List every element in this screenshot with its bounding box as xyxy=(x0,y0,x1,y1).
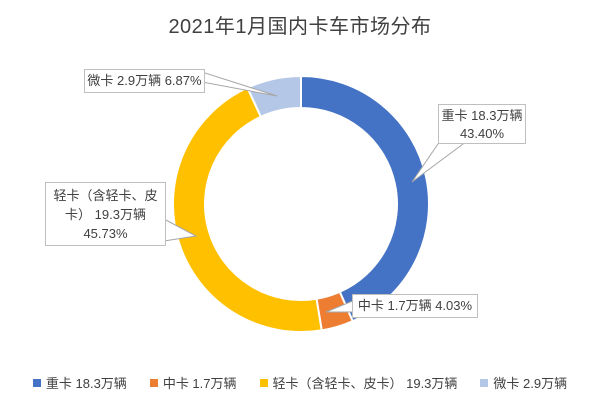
legend-swatch-heavy-truck xyxy=(32,378,41,387)
data-label-light-truck-line2: 卡） 19.3万辆 xyxy=(65,207,146,222)
legend-label-micro-truck: 微卡 2.9万辆 xyxy=(493,376,568,391)
chart-legend: 重卡 18.3万辆 中卡 1.7万辆 轻卡（含轻卡、皮卡） 19.3万辆 微卡 2.9… xyxy=(0,373,600,392)
legend-item-light-truck: 轻卡（含轻卡、皮卡） 19.3万辆 xyxy=(259,373,458,392)
chart-title: 2021年1月国内卡车市场分布 xyxy=(168,16,432,38)
legend-label-light-truck: 轻卡（含轻卡、皮卡） 19.3万辆 xyxy=(272,376,458,391)
data-label-heavy-truck-line1: 重卡 18.3万辆 xyxy=(441,108,523,123)
data-label-light-truck: 轻卡（含轻卡、皮 卡） 19.3万辆 45.73% xyxy=(45,182,166,246)
legend-item-micro-truck: 微卡 2.9万辆 xyxy=(480,373,567,392)
data-label-light-truck-line1: 轻卡（含轻卡、皮 xyxy=(53,188,158,203)
legend-label-medium-truck: 中卡 1.7万辆 xyxy=(162,376,237,391)
data-label-heavy-truck-line2: 43.40% xyxy=(459,126,505,141)
donut-slice-heavy-truck xyxy=(300,75,431,323)
legend-item-medium-truck: 中卡 1.7万辆 xyxy=(149,373,237,392)
data-label-medium-truck: 中卡 1.7万辆 4.03% xyxy=(352,294,478,318)
donut-slice-light-truck xyxy=(171,86,323,333)
legend-swatch-micro-truck xyxy=(480,378,489,387)
data-label-light-truck-line3: 45.73% xyxy=(83,226,128,241)
legend-swatch-light-truck xyxy=(259,378,268,387)
data-label-micro-truck: 微卡 2.9万辆 6.87% xyxy=(84,69,205,93)
donut-slices xyxy=(171,75,431,333)
legend-swatch-medium-truck xyxy=(149,378,158,387)
donut-slice-micro-truck xyxy=(246,75,302,118)
data-label-heavy-truck: 重卡 18.3万辆 43.40% xyxy=(438,104,526,144)
legend-item-heavy-truck: 重卡 18.3万辆 xyxy=(32,373,127,392)
legend-label-heavy-truck: 重卡 18.3万辆 xyxy=(45,376,127,391)
